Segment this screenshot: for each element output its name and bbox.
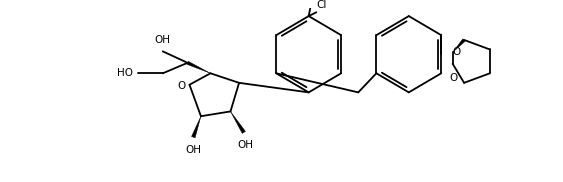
Text: O: O bbox=[177, 81, 186, 91]
Text: HO: HO bbox=[117, 68, 133, 78]
Polygon shape bbox=[453, 39, 466, 52]
Polygon shape bbox=[230, 111, 245, 133]
Text: OH: OH bbox=[238, 140, 254, 150]
Text: Cl: Cl bbox=[316, 0, 327, 10]
Text: O: O bbox=[450, 73, 458, 83]
Text: OH: OH bbox=[185, 145, 202, 155]
Polygon shape bbox=[191, 116, 201, 138]
Text: OH: OH bbox=[155, 35, 171, 45]
Polygon shape bbox=[187, 61, 211, 73]
Text: O: O bbox=[453, 47, 461, 57]
